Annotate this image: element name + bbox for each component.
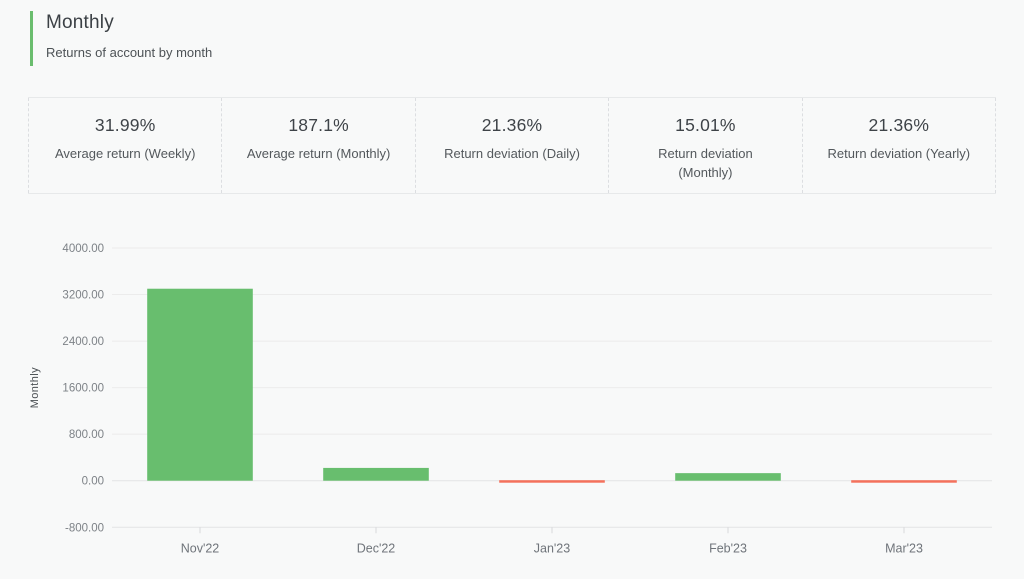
y-axis-tick-label: 1600.00 xyxy=(62,383,104,395)
section-header: Monthly Returns of account by month xyxy=(30,11,212,66)
stats-row: 31.99% Average return (Weekly) 187.1% Av… xyxy=(28,97,997,194)
x-axis-category-label: Jan'23 xyxy=(534,541,570,555)
stat-label: Return deviation (Yearly) xyxy=(827,146,971,161)
x-axis-category-label: Dec'22 xyxy=(357,541,396,555)
page-subtitle: Returns of account by month xyxy=(46,45,213,60)
stat-label: Return deviation (Monthly) xyxy=(658,146,753,180)
x-axis-category-label: Feb'23 xyxy=(709,541,747,555)
stat-return-deviation-yearly: 21.36% Return deviation (Yearly) xyxy=(801,98,997,193)
stat-return-deviation-monthly: 15.01% Return deviation (Monthly) xyxy=(608,98,801,193)
y-axis-tick-label: 2400.00 xyxy=(62,336,104,348)
stat-value: 15.01% xyxy=(675,115,736,135)
stat-label: Average return (Monthly) xyxy=(246,146,391,161)
bar-feb-23[interactable] xyxy=(675,473,781,481)
y-axis-tick-label: -800.00 xyxy=(65,522,104,534)
stat-value: 21.36% xyxy=(481,115,543,135)
x-axis-category-label: Nov'22 xyxy=(181,541,220,555)
page-title: Monthly xyxy=(46,12,114,33)
y-axis-tick-label: 0.00 xyxy=(82,476,104,488)
stat-avg-return-weekly: 31.99% Average return (Weekly) xyxy=(28,98,221,193)
stat-label: Average return (Weekly) xyxy=(54,146,196,161)
stat-value: 21.36% xyxy=(868,115,930,135)
stat-label: Return deviation (Daily) xyxy=(444,146,580,161)
y-axis-tick-label: 800.00 xyxy=(69,429,104,441)
bar-nov-22[interactable] xyxy=(147,288,253,481)
stat-value: 31.99% xyxy=(94,115,156,135)
stat-avg-return-monthly: 187.1% Average return (Monthly) xyxy=(221,98,414,193)
y-axis-tick-label: 4000.00 xyxy=(62,243,104,255)
bar-jan-23[interactable] xyxy=(499,480,605,483)
y-axis-title: Monthly xyxy=(29,367,41,408)
stat-value: 187.1% xyxy=(288,115,349,135)
bar-mar-23[interactable] xyxy=(851,480,957,483)
stat-return-deviation-daily: 21.36% Return deviation (Daily) xyxy=(414,98,608,193)
y-axis-tick-label: 3200.00 xyxy=(62,290,104,302)
bar-dec-22[interactable] xyxy=(323,467,429,481)
x-axis-category-label: Mar'23 xyxy=(885,541,923,555)
